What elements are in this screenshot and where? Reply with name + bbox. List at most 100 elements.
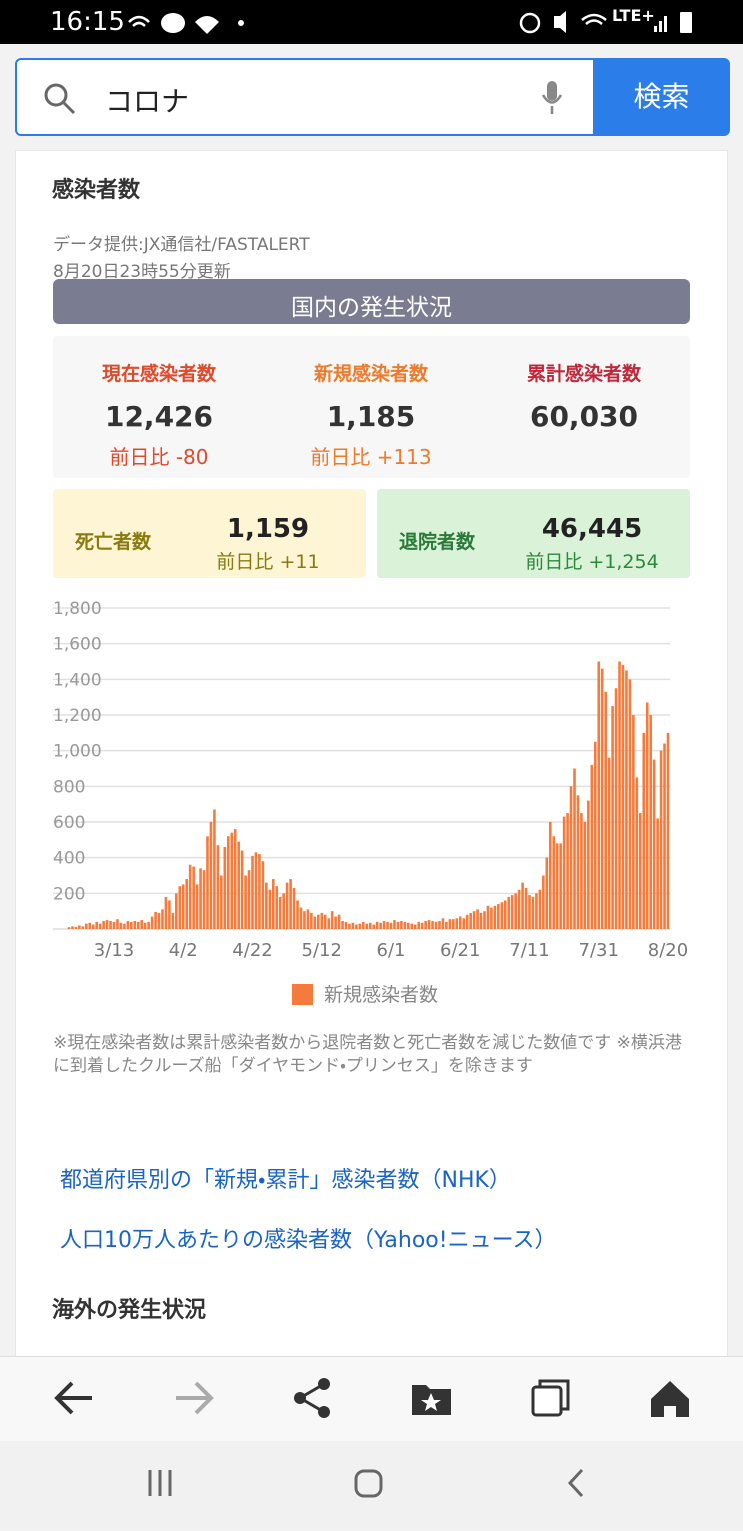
bar — [230, 832, 234, 929]
tabs-button[interactable] — [531, 1379, 570, 1417]
bar — [213, 809, 216, 929]
bar — [417, 921, 421, 929]
link[interactable]: 都道府県別の「新規・累計」感染者数（NHK） — [60, 1168, 511, 1193]
search-box[interactable]: コロナ 検索 — [15, 58, 730, 136]
bar — [625, 670, 628, 929]
bar — [472, 911, 476, 929]
bar — [185, 879, 189, 929]
bar — [545, 857, 549, 929]
network-type: LTE+ — [612, 6, 655, 25]
bar — [639, 813, 642, 929]
bar — [216, 845, 220, 929]
bar — [85, 923, 88, 929]
bar — [448, 919, 452, 929]
bar — [479, 912, 483, 929]
bar — [400, 920, 403, 929]
bar — [462, 918, 466, 929]
forward-button[interactable] — [176, 1381, 214, 1415]
updated-time: 8月20日23時55分更新 — [53, 262, 231, 282]
card-title: 感染者数 — [52, 178, 141, 203]
bar — [379, 922, 382, 929]
bar — [95, 921, 98, 929]
recent-apps[interactable] — [148, 1470, 172, 1496]
bar — [445, 921, 448, 929]
toolbar-icons — [54, 1378, 689, 1418]
x-tick-label: 4/2 — [169, 940, 198, 961]
bar — [299, 907, 303, 929]
y-tick-label: 800 — [53, 777, 85, 797]
bar — [226, 836, 230, 929]
bar — [393, 920, 396, 929]
bar — [303, 911, 306, 929]
bar — [341, 920, 344, 929]
bar — [580, 813, 583, 929]
stat-current: 現在感染者数 12,426 前日比 -80 — [53, 336, 265, 470]
bar — [500, 902, 504, 929]
bar — [178, 886, 182, 929]
back-button[interactable] — [54, 1381, 92, 1415]
bar — [275, 886, 279, 929]
bar — [555, 843, 559, 929]
bar — [538, 889, 542, 929]
bar — [507, 896, 511, 929]
bar — [254, 852, 258, 929]
deaths-value: 1,159 — [226, 514, 310, 544]
search-button[interactable]: 検索 — [593, 58, 730, 136]
bar — [102, 920, 105, 929]
y-tick-label: 1,200 — [53, 706, 102, 726]
x-tick-label: 4/22 — [232, 940, 272, 961]
data-source: データ提供:JX通信社/FASTALERT — [53, 235, 310, 255]
bar — [351, 922, 355, 929]
system-nav-icons — [148, 1468, 584, 1498]
home-nav[interactable] — [354, 1469, 383, 1498]
bar — [206, 836, 209, 929]
bar — [576, 795, 580, 929]
bar — [465, 914, 469, 929]
bar — [514, 893, 517, 929]
bar — [552, 836, 556, 929]
bar — [635, 777, 639, 929]
y-tick-label: 400 — [53, 849, 85, 869]
bar — [296, 900, 299, 929]
bar — [181, 884, 185, 929]
bar — [458, 916, 462, 929]
bar — [438, 920, 441, 929]
link[interactable]: 人口10万人あたりの感染者数（Yahoo!ニュース） — [60, 1228, 557, 1253]
bar — [642, 732, 646, 929]
bar — [455, 918, 459, 929]
bar — [521, 882, 524, 929]
section-header-text: 国内の発生状況 — [291, 295, 452, 321]
bar — [161, 909, 164, 929]
search-query[interactable]: コロナ — [105, 85, 190, 118]
x-tick-label: 8/20 — [648, 940, 688, 961]
bar — [109, 920, 112, 929]
y-tick-label: 1,800 — [53, 599, 102, 619]
share-button[interactable] — [294, 1378, 330, 1418]
bar — [431, 920, 434, 929]
bar — [157, 912, 161, 929]
bar — [168, 900, 171, 929]
bar — [316, 914, 320, 929]
bar — [548, 822, 552, 929]
bar — [663, 743, 666, 929]
status-icons-right — [519, 11, 692, 34]
bar — [621, 665, 625, 929]
bar — [628, 679, 632, 929]
bar — [413, 924, 417, 929]
bar — [147, 921, 150, 929]
bar — [597, 661, 601, 929]
y-tick-label: 1,600 — [53, 635, 102, 655]
deaths-box: 死亡者数 1,159 前日比 +11 — [53, 489, 366, 578]
mic-icon[interactable] — [541, 80, 563, 116]
home-button[interactable] — [651, 1381, 689, 1417]
bar — [587, 800, 590, 929]
back-nav[interactable] — [567, 1468, 584, 1498]
bar — [265, 882, 268, 929]
stat-change: 前日比 -80 — [109, 445, 209, 469]
bar — [285, 882, 289, 929]
bar — [452, 919, 455, 929]
bookmark-button[interactable] — [412, 1385, 451, 1415]
bar — [306, 909, 310, 929]
bar — [136, 921, 140, 929]
